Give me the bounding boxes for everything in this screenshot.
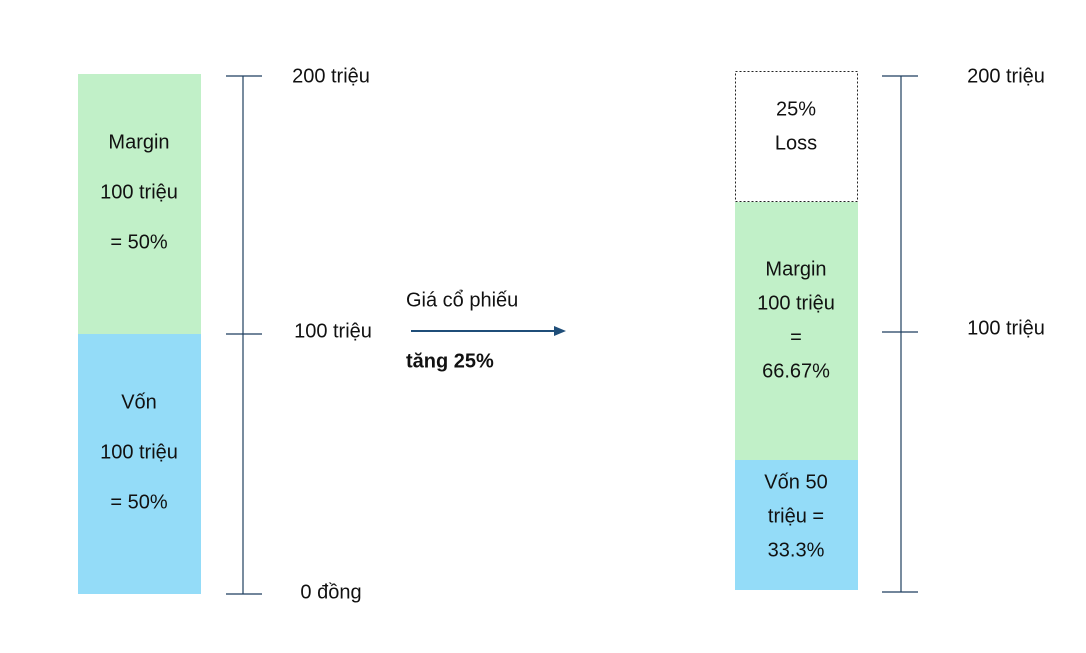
box-text: = 50%	[110, 231, 167, 253]
axis-label: 100 triệu	[294, 320, 372, 342]
axis-label: 200 triệu	[292, 65, 370, 87]
box-text: Margin	[765, 258, 826, 280]
box-text: triệu =	[768, 505, 824, 527]
box-text: 66.67%	[762, 360, 830, 382]
arrow-label: Giá cổ phiếu	[406, 289, 518, 311]
box-text: 25%	[776, 98, 816, 120]
box-text: 100 triệu	[100, 181, 178, 203]
box-text: Margin	[108, 131, 169, 153]
right-axis	[882, 75, 918, 593]
capital-box	[78, 334, 201, 594]
left-axis	[226, 75, 262, 595]
axis-label: 200 triệu	[967, 65, 1045, 87]
axis-label: 100 triệu	[967, 317, 1045, 339]
box-text: 100 triệu	[100, 441, 178, 463]
capital-box	[735, 460, 858, 590]
box-text: 33.3%	[768, 539, 825, 561]
margin-box	[78, 74, 201, 334]
margin-box	[735, 202, 858, 460]
loss-box	[735, 71, 858, 202]
box-text: 100 triệu	[757, 292, 835, 314]
box-text: Loss	[775, 132, 817, 154]
box-text: =	[790, 326, 802, 348]
box-text: Vốn 50	[764, 471, 827, 493]
axis-label: 0 đồng	[300, 581, 361, 603]
box-text: = 50%	[110, 491, 167, 513]
box-text: Vốn	[121, 391, 157, 413]
arrow-label: tăng 25%	[406, 350, 494, 372]
arrow-head	[554, 326, 566, 336]
